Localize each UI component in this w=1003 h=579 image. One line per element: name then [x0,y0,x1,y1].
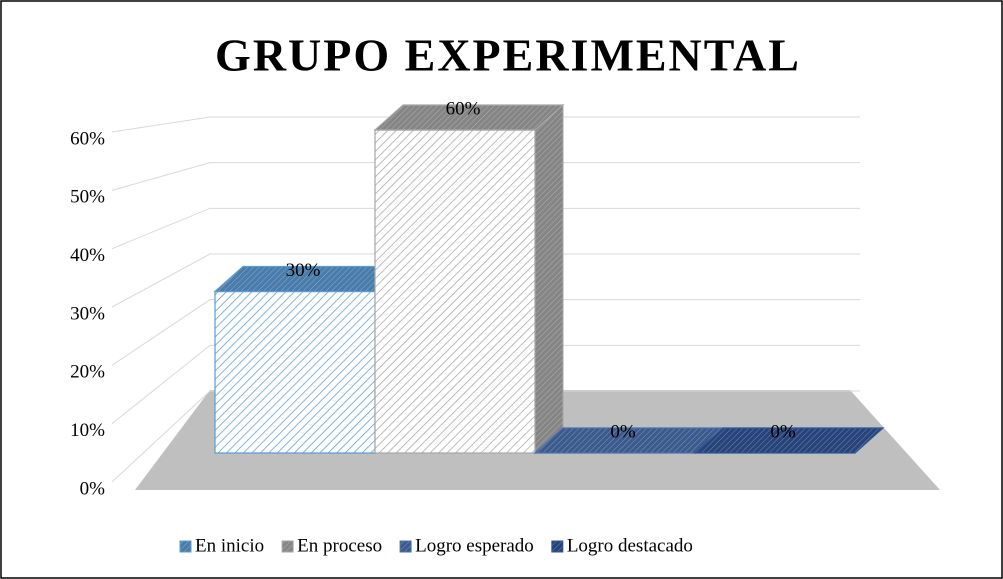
bar-side [534,103,564,455]
grid-line [111,162,860,191]
data-label: 0% [770,421,796,442]
data-label: 60% [446,98,481,119]
grid-line [111,116,860,133]
bar-front [214,290,376,454]
grid-line [111,344,860,425]
grid-line [111,390,860,483]
y-tick-label: 50% [70,187,105,208]
y-tick-label: 60% [70,128,105,149]
legend-label: Logro destacado [567,535,693,556]
bar [693,427,885,454]
legend-label: Logro esperado [415,535,534,556]
bar-front [374,129,536,454]
bar-top [693,427,885,454]
bar-top [373,104,565,131]
bar [373,103,565,455]
grid-line [111,299,860,366]
legend-label: En inicio [195,535,264,556]
grid-line [111,253,860,308]
data-label: 30% [286,260,321,281]
legend-swatch [551,540,564,553]
legend-swatch [399,540,412,553]
data-label: 0% [610,421,636,442]
y-tick-label: 20% [70,362,105,383]
y-tick-label: 0% [80,478,106,499]
legend-swatch [179,540,192,553]
chart-title: GRUPO EXPERIMENTAL [215,30,801,81]
y-tick-label: 30% [70,303,105,324]
legend-label: En proceso [297,535,382,556]
grid-line [111,207,860,250]
y-tick-label: 10% [70,420,105,441]
legend-swatch [281,540,294,553]
y-tick-label: 40% [70,245,105,266]
